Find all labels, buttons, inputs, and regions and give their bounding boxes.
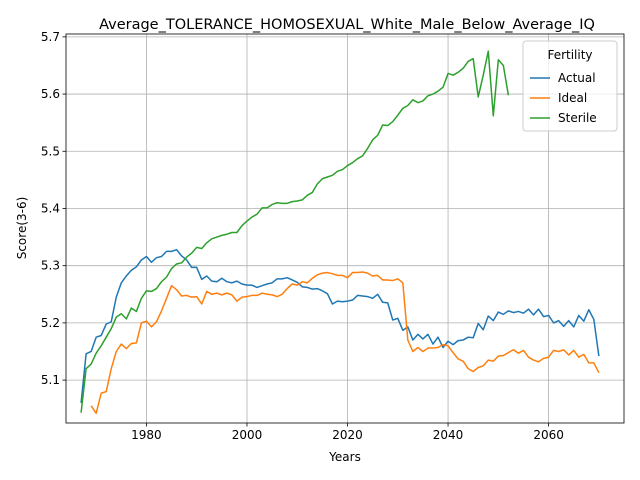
y-tick-label: 5.6	[41, 87, 60, 101]
legend: Fertility Actual Ideal Sterile	[522, 40, 618, 132]
y-tick-label: 5.1	[41, 373, 60, 387]
legend-label-ideal: Ideal	[558, 91, 587, 105]
axis-ticks: 1980 2000 2020 2040 2060 5.1 5.2 5.3 5.4 5.5 5.6 5.…	[41, 30, 564, 442]
series-lines	[80, 50, 600, 415]
x-tick-label: 2020	[332, 428, 363, 442]
x-tick-label: 1980	[131, 428, 162, 442]
series-line-actual	[80, 248, 600, 404]
x-tick-label: 2000	[232, 428, 263, 442]
y-tick-label: 5.3	[41, 259, 60, 273]
legend-label-sterile: Sterile	[558, 111, 597, 125]
y-tick-label: 5.5	[41, 144, 60, 158]
series-line-sterile	[80, 50, 510, 413]
legend-label-actual: Actual	[558, 71, 596, 85]
chart-title: Average_TOLERANCE_HOMOSEXUAL_White_Male_…	[99, 17, 595, 33]
legend-box	[522, 40, 618, 132]
x-tick-label: 2040	[433, 428, 464, 442]
y-tick-label: 5.4	[41, 201, 60, 215]
y-axis-label: Score(3-6)	[15, 197, 29, 260]
plot-frame	[65, 33, 625, 424]
series-line-ideal	[90, 271, 600, 415]
x-tick-label: 2060	[533, 428, 564, 442]
legend-title: Fertility	[547, 48, 592, 62]
y-tick-label: 5.2	[41, 316, 60, 330]
y-tick-label: 5.7	[41, 30, 60, 44]
x-axis-label: Years	[328, 450, 361, 464]
